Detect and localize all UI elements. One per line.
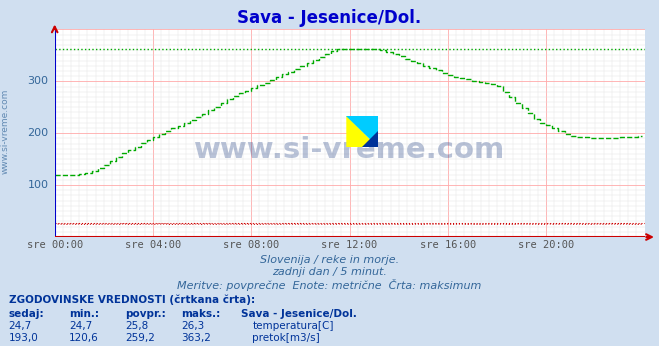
Text: 120,6: 120,6 <box>69 333 99 343</box>
Text: zadnji dan / 5 minut.: zadnji dan / 5 minut. <box>272 267 387 277</box>
Text: sre 16:00: sre 16:00 <box>420 240 476 251</box>
Text: ZGODOVINSKE VREDNOSTI (črtkana črta):: ZGODOVINSKE VREDNOSTI (črtkana črta): <box>9 294 254 304</box>
Text: temperatura[C]: temperatura[C] <box>252 321 334 331</box>
Text: www.si-vreme.com: www.si-vreme.com <box>1 89 10 174</box>
Text: Meritve: povprečne  Enote: metrične  Črta: maksimum: Meritve: povprečne Enote: metrične Črta:… <box>177 279 482 291</box>
Text: sre 20:00: sre 20:00 <box>518 240 575 251</box>
Text: 24,7: 24,7 <box>69 321 92 331</box>
Text: 193,0: 193,0 <box>9 333 38 343</box>
Text: 26,3: 26,3 <box>181 321 204 331</box>
Text: povpr.:: povpr.: <box>125 309 166 319</box>
Polygon shape <box>362 131 378 147</box>
Text: 24,7: 24,7 <box>9 321 32 331</box>
Text: maks.:: maks.: <box>181 309 221 319</box>
Text: 25,8: 25,8 <box>125 321 148 331</box>
Text: sedaj:: sedaj: <box>9 309 44 319</box>
Text: pretok[m3/s]: pretok[m3/s] <box>252 333 320 343</box>
Text: 363,2: 363,2 <box>181 333 211 343</box>
Polygon shape <box>347 116 378 147</box>
Text: Sava - Jesenice/Dol.: Sava - Jesenice/Dol. <box>237 9 422 27</box>
Text: sre 04:00: sre 04:00 <box>125 240 181 251</box>
Text: sre 00:00: sre 00:00 <box>26 240 83 251</box>
Text: 100: 100 <box>28 180 49 190</box>
Text: min.:: min.: <box>69 309 100 319</box>
Text: Sava - Jesenice/Dol.: Sava - Jesenice/Dol. <box>241 309 357 319</box>
Text: 300: 300 <box>28 76 49 86</box>
Text: Slovenija / reke in morje.: Slovenija / reke in morje. <box>260 255 399 265</box>
Text: www.si-vreme.com: www.si-vreme.com <box>194 136 505 164</box>
Text: sre 08:00: sre 08:00 <box>223 240 279 251</box>
Polygon shape <box>347 116 378 147</box>
Text: sre 12:00: sre 12:00 <box>322 240 378 251</box>
Text: 259,2: 259,2 <box>125 333 155 343</box>
Text: 200: 200 <box>28 128 49 138</box>
